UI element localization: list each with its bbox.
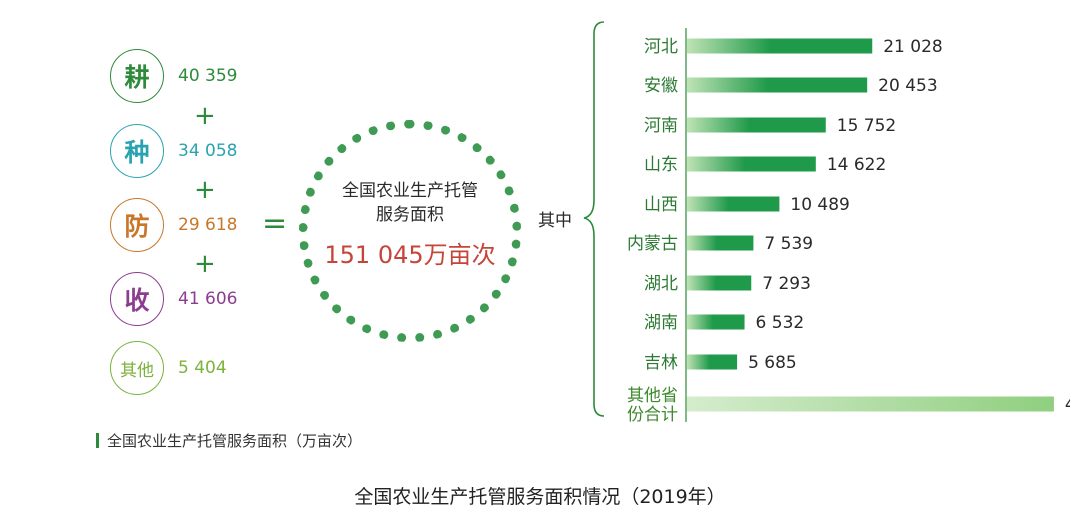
category-circle-0: 耕 bbox=[110, 49, 164, 103]
chart-caption: 全国农业生产托管服务面积情况（2019年） bbox=[354, 486, 726, 508]
bar-8 bbox=[687, 354, 738, 370]
total-circle bbox=[299, 120, 521, 342]
bar-1 bbox=[687, 77, 868, 93]
value-label-6: 7 293 bbox=[762, 274, 811, 294]
category-label-5: 内蒙古 bbox=[627, 234, 678, 254]
category-circle-4: 其他 bbox=[110, 341, 164, 395]
category-value-3: 41 606 bbox=[178, 289, 238, 309]
bar-2 bbox=[687, 117, 826, 133]
category-label-4: 山西 bbox=[644, 195, 678, 215]
value-label-1: 20 453 bbox=[878, 76, 937, 96]
bar-4 bbox=[687, 196, 780, 212]
category-circle-2: 防 bbox=[110, 198, 164, 252]
value-label-9: 41 652 bbox=[1065, 395, 1070, 415]
value-label-3: 14 622 bbox=[827, 155, 886, 175]
category-value-1: 34 058 bbox=[178, 141, 238, 161]
category-circle-3: 收 bbox=[110, 272, 164, 326]
footnote-text: 全国农业生产托管服务面积（万亩次） bbox=[107, 432, 363, 450]
equals-sign: = bbox=[262, 206, 288, 241]
plus-sign-0: + bbox=[194, 101, 216, 131]
plus-sign-2: + bbox=[194, 249, 216, 279]
qizhong-label: 其中 bbox=[538, 211, 572, 231]
bar-7 bbox=[687, 314, 745, 330]
category-circle-1: 种 bbox=[110, 124, 164, 178]
plus-sign-1: + bbox=[194, 175, 216, 205]
value-label-8: 5 685 bbox=[748, 353, 797, 373]
total-label-line2: 服务面积 bbox=[376, 205, 444, 225]
bar-9 bbox=[687, 396, 1054, 412]
category-label-7: 湖南 bbox=[644, 313, 678, 333]
category-label-3: 山东 bbox=[644, 155, 678, 175]
brace bbox=[583, 21, 605, 417]
category-label-8: 吉林 bbox=[644, 353, 678, 373]
category-value-4: 5 404 bbox=[178, 358, 227, 378]
category-value-0: 40 359 bbox=[178, 66, 238, 86]
value-label-5: 7 539 bbox=[764, 234, 813, 254]
category-value-2: 29 618 bbox=[178, 215, 238, 235]
category-label-0: 河北 bbox=[644, 37, 678, 57]
bar-0 bbox=[687, 38, 873, 54]
bar-5 bbox=[687, 235, 754, 251]
value-label-4: 10 489 bbox=[790, 195, 849, 215]
total-label-line1: 全国农业生产托管 bbox=[342, 181, 478, 201]
category-label-9-1: 份合计 bbox=[627, 405, 678, 425]
province-bar-chart: 河北 21 028 安徽 20 453 河南 15 752 山东 14 622 山西 10 489… bbox=[627, 28, 1070, 425]
value-label-2: 15 752 bbox=[837, 116, 896, 136]
category-label-2: 河南 bbox=[644, 116, 678, 136]
bar-3 bbox=[687, 156, 816, 172]
bar-6 bbox=[687, 275, 752, 291]
footnote: 全国农业生产托管服务面积（万亩次） bbox=[96, 431, 362, 451]
total-value: 151 045万亩次 bbox=[324, 241, 496, 269]
category-label-6: 湖北 bbox=[644, 274, 678, 294]
category-label-9-0: 其他省 bbox=[627, 386, 678, 406]
footnote-marker bbox=[96, 433, 99, 448]
value-label-7: 6 532 bbox=[756, 313, 805, 333]
value-label-0: 21 028 bbox=[883, 37, 942, 57]
category-label-1: 安徽 bbox=[644, 76, 678, 96]
